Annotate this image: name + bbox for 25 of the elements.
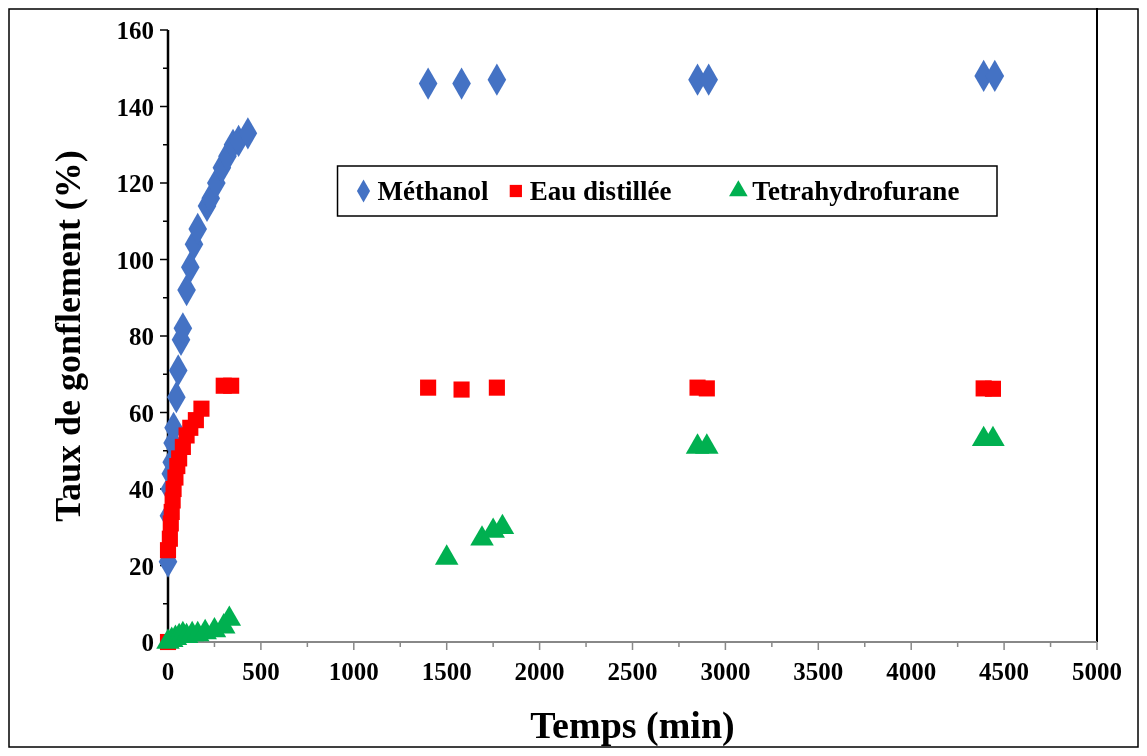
y-axis-title: Taux de gonflement (%) [48, 150, 88, 522]
y-tick-label: 140 [116, 93, 154, 121]
legend-label: Méthanol [377, 176, 490, 206]
x-axis-title: Temps (min) [530, 704, 735, 747]
x-tick-label: 2000 [514, 658, 565, 685]
y-tick-label: 0 [141, 629, 154, 656]
x-tick-label: 500 [242, 658, 280, 685]
x-tick-label: 0 [161, 658, 175, 685]
x-tick-label: 3000 [700, 658, 751, 685]
legend-label: Eau distillée [529, 176, 672, 206]
y-tick-label: 80 [129, 323, 154, 350]
x-tick-label: 1000 [328, 658, 379, 685]
x-tick-label: 2500 [607, 658, 658, 685]
x-tick-label: 5000 [1072, 658, 1122, 685]
x-tick-label: 4000 [886, 658, 937, 685]
x-tick-label: 4500 [979, 658, 1030, 685]
x-tick-label: 1500 [421, 658, 472, 685]
y-tick-label: 120 [116, 170, 154, 197]
y-tick-label: 40 [129, 476, 154, 503]
y-tick-label: 60 [129, 399, 154, 427]
y-tick-label: 100 [116, 246, 154, 274]
x-tick-label: 3500 [793, 658, 844, 685]
legend-label: Tetrahydrofurane [752, 176, 960, 206]
y-tick-label: 160 [116, 17, 154, 44]
y-tick-label: 20 [129, 552, 154, 580]
